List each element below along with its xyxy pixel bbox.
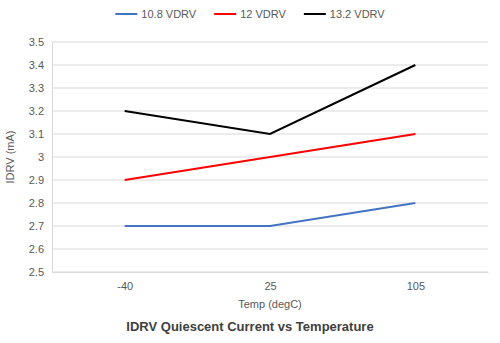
x-axis: -40 25 105	[53, 272, 489, 292]
y-tick-label: 2.8	[29, 197, 44, 209]
grid-line	[52, 272, 488, 273]
y-tick: 2.5	[29, 266, 52, 278]
y-tick-label: 2.5	[29, 266, 44, 278]
y-tick-label: 2.9	[29, 174, 44, 186]
y-tick-label: 2.7	[29, 220, 44, 232]
title: IDRV Quiescent Current vs Temperature	[126, 319, 373, 334]
series-line	[125, 134, 416, 180]
lines	[125, 65, 416, 226]
legend-label: 13.2 VDRV	[330, 8, 385, 20]
legend-swatch	[115, 13, 137, 15]
legend-item: 10.8 VDRV	[115, 8, 196, 20]
y-tick-label: 3.5	[29, 36, 44, 48]
y-tick: 2.9	[29, 174, 52, 186]
grid-line	[52, 42, 488, 43]
legend-swatch	[214, 13, 236, 15]
y-tick: 3.3	[29, 82, 52, 94]
y-tick-label: 3.2	[29, 105, 44, 117]
y-tick-label: 3.1	[29, 128, 44, 140]
y-tick-label: 3.3	[29, 82, 44, 94]
grid-line	[52, 180, 488, 181]
legend-item: 13.2 VDRV	[304, 8, 385, 20]
y-tick: 3.5	[29, 36, 52, 48]
y-tick: 2.6	[29, 243, 52, 255]
y-tick-label: 3.4	[29, 59, 44, 71]
x-tick: -40	[117, 272, 133, 292]
x-tick-label: -40	[117, 280, 133, 292]
x-axis-line	[53, 272, 489, 273]
chart: 2.5 2.6 2.7 2.8 2.9 3 3.1 3.2 3.3 3.4 3.5 -40 25 105 I…	[0, 0, 500, 343]
plot: 2.5 2.6 2.7 2.8 2.9 3 3.1 3.2 3.3 3.4 3.5 -40 25 105	[29, 36, 489, 292]
y-tick: 3	[38, 151, 52, 163]
series-line	[125, 203, 416, 226]
legend-label: 12 VDRV	[240, 8, 286, 20]
grid-line	[52, 88, 488, 89]
grid	[52, 42, 488, 272]
y-axis-line	[52, 43, 53, 273]
x-tick: 105	[407, 272, 425, 292]
x-tick-label: 105	[407, 280, 425, 292]
grid-line	[52, 249, 488, 250]
legend: 10.8 VDRV 12 VDRV 13.2 VDRV	[115, 8, 385, 20]
y-tick: 3.1	[29, 128, 52, 140]
legend-item: 12 VDRV	[214, 8, 286, 20]
grid-line	[52, 65, 488, 66]
y-tick: 3.2	[29, 105, 52, 117]
series-line	[125, 65, 416, 134]
y-tick-label: 3	[38, 151, 44, 163]
y-axis: 2.5 2.6 2.7 2.8 2.9 3 3.1 3.2 3.3 3.4 3.5	[29, 36, 53, 278]
grid-line	[52, 111, 488, 112]
y-tick: 2.8	[29, 197, 52, 209]
y-tick: 3.4	[29, 59, 52, 71]
y-tick: 2.7	[29, 220, 52, 232]
y-tick-label: 2.6	[29, 243, 44, 255]
y-axis-title: IDRV (mA)	[4, 131, 16, 184]
grid-line	[52, 203, 488, 204]
legend-swatch	[304, 13, 326, 15]
x-tick: 25	[264, 272, 276, 292]
x-tick-label: 25	[264, 280, 276, 292]
x-axis-title: Temp (degC)	[238, 298, 302, 310]
legend-label: 10.8 VDRV	[141, 8, 196, 20]
